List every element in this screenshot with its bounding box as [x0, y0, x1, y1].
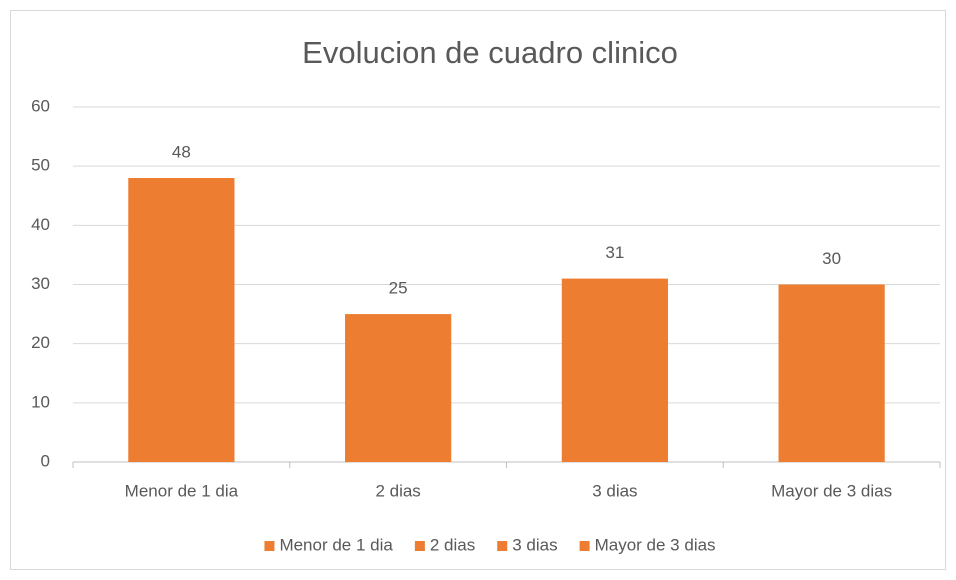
- legend-swatch: [264, 541, 275, 551]
- data-label: 25: [389, 279, 408, 298]
- legend-swatch: [414, 541, 425, 551]
- x-tick-label: 3 dias: [592, 481, 637, 500]
- y-tick-label: 60: [31, 96, 50, 115]
- y-tick-label: 20: [31, 333, 50, 352]
- y-tick-label: 0: [41, 451, 50, 470]
- bar: [345, 314, 452, 462]
- bar: [561, 278, 668, 462]
- legend-label: 3 dias: [512, 535, 557, 554]
- legend-label: Mayor de 3 dias: [595, 535, 716, 554]
- bar: [128, 178, 235, 462]
- data-label: 48: [172, 142, 191, 161]
- x-tick-label: Menor de 1 dia: [125, 481, 239, 500]
- y-tick-label: 30: [31, 274, 50, 293]
- legend-label: 2 dias: [430, 535, 475, 554]
- data-label: 31: [605, 243, 624, 262]
- y-tick-label: 10: [31, 392, 50, 411]
- chart-title: Evolucion de cuadro clinico: [302, 35, 678, 70]
- y-tick-label: 40: [31, 215, 50, 234]
- x-tick-label: 2 dias: [375, 481, 420, 500]
- x-tick-label: Mayor de 3 dias: [771, 481, 892, 500]
- legend-swatch: [579, 541, 590, 551]
- legend-label: Menor de 1 dia: [279, 535, 393, 554]
- legend-swatch: [497, 541, 508, 551]
- y-tick-label: 50: [31, 156, 50, 175]
- bar: [778, 284, 885, 462]
- data-label: 30: [822, 249, 841, 268]
